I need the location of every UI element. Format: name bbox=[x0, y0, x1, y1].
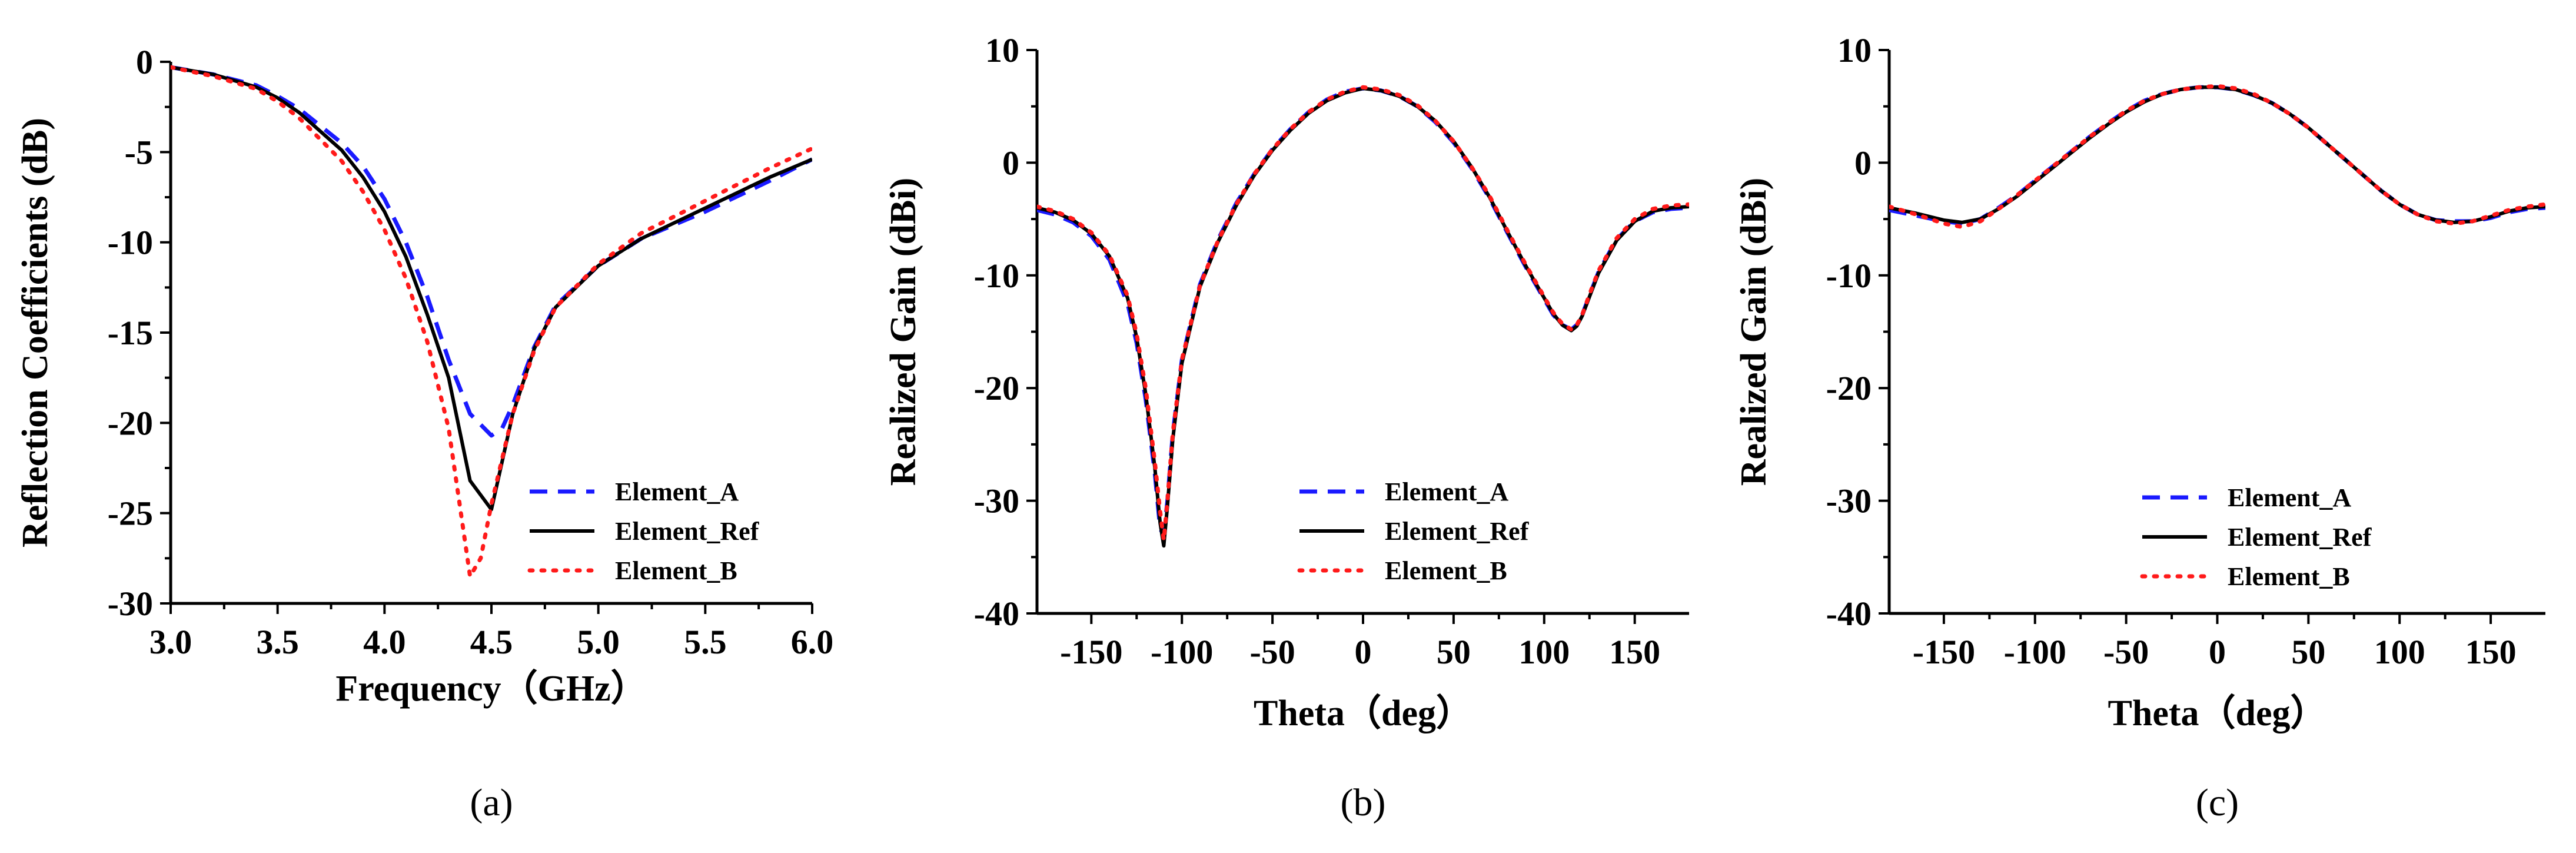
panel-label: (c) bbox=[2196, 781, 2239, 824]
x-tick-label: 4.5 bbox=[470, 623, 513, 661]
legend-label: Element_Ref bbox=[615, 517, 760, 546]
chart-panel-1: 0 -5 -10 -15 -20 -25 -303.0 3.5 4.0 4.5 5.0 5.5 6.0 F… bbox=[15, 43, 833, 824]
panel-label: (a) bbox=[470, 781, 513, 824]
series-line-element-ref bbox=[1889, 85, 2545, 224]
y-tick-label: -30 bbox=[108, 585, 153, 623]
x-tick-label: 50 bbox=[1437, 633, 1471, 671]
series-line-element-ref bbox=[171, 65, 812, 512]
y-tick-label: -20 bbox=[974, 369, 1019, 407]
y-tick-label: -30 bbox=[974, 482, 1019, 520]
y-tick-label: -30 bbox=[1826, 482, 1872, 520]
legend-label: Element_Ref bbox=[2228, 523, 2372, 552]
chart-panel-2: 100-10-20-30-40-150 -100 -50 0 50 100 150Theta… bbox=[883, 31, 1689, 824]
series-line-element-b bbox=[1037, 85, 1689, 543]
series-line-element-a bbox=[171, 65, 812, 438]
x-axis-title: Frequency（GHz） bbox=[335, 668, 647, 709]
legend-label: Element_A bbox=[615, 477, 739, 506]
y-axis-title: Realized Gain (dBi) bbox=[1734, 178, 1774, 486]
x-tick-label: 100 bbox=[1518, 633, 1570, 671]
y-tick-label: -40 bbox=[1826, 595, 1872, 633]
series-line-element-ref bbox=[1037, 87, 1689, 548]
x-tick-label: 4.0 bbox=[363, 623, 406, 661]
series-line-element-b bbox=[1889, 84, 2545, 229]
x-tick-label: -50 bbox=[2103, 633, 2149, 671]
y-axis-title: Reflection Coefficients (dB) bbox=[15, 118, 55, 547]
x-tick-label: -150 bbox=[1060, 633, 1122, 671]
legend-label: Element_Ref bbox=[1385, 517, 1530, 546]
x-tick-label: 5.0 bbox=[577, 623, 620, 661]
x-tick-label: -100 bbox=[2004, 633, 2066, 671]
y-axis-title: Realized Gain (dBi) bbox=[883, 178, 923, 486]
panel-label: (b) bbox=[1341, 781, 1386, 824]
y-tick-label: -5 bbox=[125, 133, 153, 171]
legend-label: Element_A bbox=[2228, 483, 2351, 512]
x-tick-label: 50 bbox=[2291, 633, 2325, 671]
y-tick-label: 10 bbox=[1837, 31, 1872, 69]
y-tick-label: -40 bbox=[974, 595, 1019, 633]
legend-label: Element_A bbox=[1385, 477, 1508, 506]
y-tick-label: 0 bbox=[1002, 144, 1019, 182]
series-line-element-a bbox=[1037, 86, 1689, 537]
y-tick-label: -10 bbox=[974, 257, 1019, 295]
x-tick-label: 100 bbox=[2374, 633, 2425, 671]
x-axis-title: Theta（deg） bbox=[1254, 692, 1473, 733]
y-tick-label: -20 bbox=[1826, 369, 1872, 407]
x-axis-title: Theta（deg） bbox=[2108, 692, 2326, 733]
series-line-element-a bbox=[1889, 85, 2545, 226]
x-tick-label: 5.5 bbox=[684, 623, 727, 661]
y-tick-label: 10 bbox=[985, 31, 1019, 69]
x-tick-label: 0 bbox=[2209, 633, 2226, 671]
legend-label: Element_B bbox=[615, 556, 737, 585]
series-group bbox=[171, 65, 812, 579]
x-tick-label: 3.5 bbox=[256, 623, 299, 661]
x-tick-label: -100 bbox=[1151, 633, 1213, 671]
y-tick-label: 0 bbox=[1854, 144, 1872, 182]
y-tick-label: -25 bbox=[108, 494, 153, 533]
chart-panel-3: 100-10-20-30-40-150 -100 -50 0 50 100 150Theta… bbox=[1734, 31, 2545, 824]
y-tick-label: -10 bbox=[108, 224, 153, 262]
x-tick-label: 150 bbox=[1609, 633, 1660, 671]
series-group bbox=[1889, 84, 2545, 229]
x-tick-label: -50 bbox=[1249, 633, 1295, 671]
legend-label: Element_B bbox=[2228, 562, 2350, 591]
y-tick-label: -10 bbox=[1826, 257, 1872, 295]
y-tick-label: -15 bbox=[108, 314, 153, 352]
y-tick-label: 0 bbox=[136, 43, 153, 81]
y-tick-label: -20 bbox=[108, 404, 153, 442]
series-group bbox=[1037, 85, 1689, 548]
x-tick-label: -150 bbox=[1913, 633, 1975, 671]
x-tick-label: 6.0 bbox=[791, 623, 834, 661]
x-tick-label: 150 bbox=[2465, 633, 2517, 671]
x-tick-label: 3.0 bbox=[149, 623, 192, 661]
legend-label: Element_B bbox=[1385, 556, 1507, 585]
x-tick-label: 0 bbox=[1355, 633, 1372, 671]
series-line-element-b bbox=[171, 65, 812, 579]
